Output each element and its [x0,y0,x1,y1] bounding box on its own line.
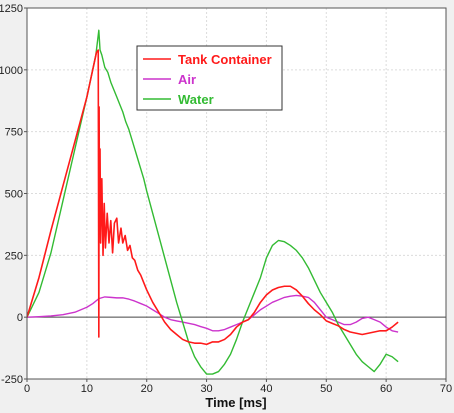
legend-label: Tank Container [178,52,272,67]
x-tick-label: 0 [24,383,30,395]
x-tick-label: 60 [380,383,392,395]
y-tick-label: -250 [1,374,23,386]
x-tick-label: 30 [200,383,212,395]
y-tick-label: 750 [5,127,23,139]
x-tick-label: 10 [81,383,93,395]
x-tick-label: 20 [141,383,153,395]
legend-label: Air [178,72,196,87]
y-tick-label: 1000 [0,65,23,77]
series-line-air [27,294,399,333]
x-tick-label: 50 [320,383,332,395]
legend-label: Water [178,92,214,107]
x-axis-title: Time [ms] [205,395,266,410]
series-line-water [27,29,399,375]
x-tick-label: 70 [440,383,452,395]
y-tick-label: 500 [5,189,23,201]
legend: Tank Container Air Water [136,45,283,111]
series-layer [27,29,399,375]
y-tick-label: 0 [17,312,23,324]
y-tick-label: 250 [5,250,23,262]
y-tick-label: 1250 [0,3,23,15]
series-line-tank-container [27,49,399,346]
x-tick-label: 40 [260,383,272,395]
